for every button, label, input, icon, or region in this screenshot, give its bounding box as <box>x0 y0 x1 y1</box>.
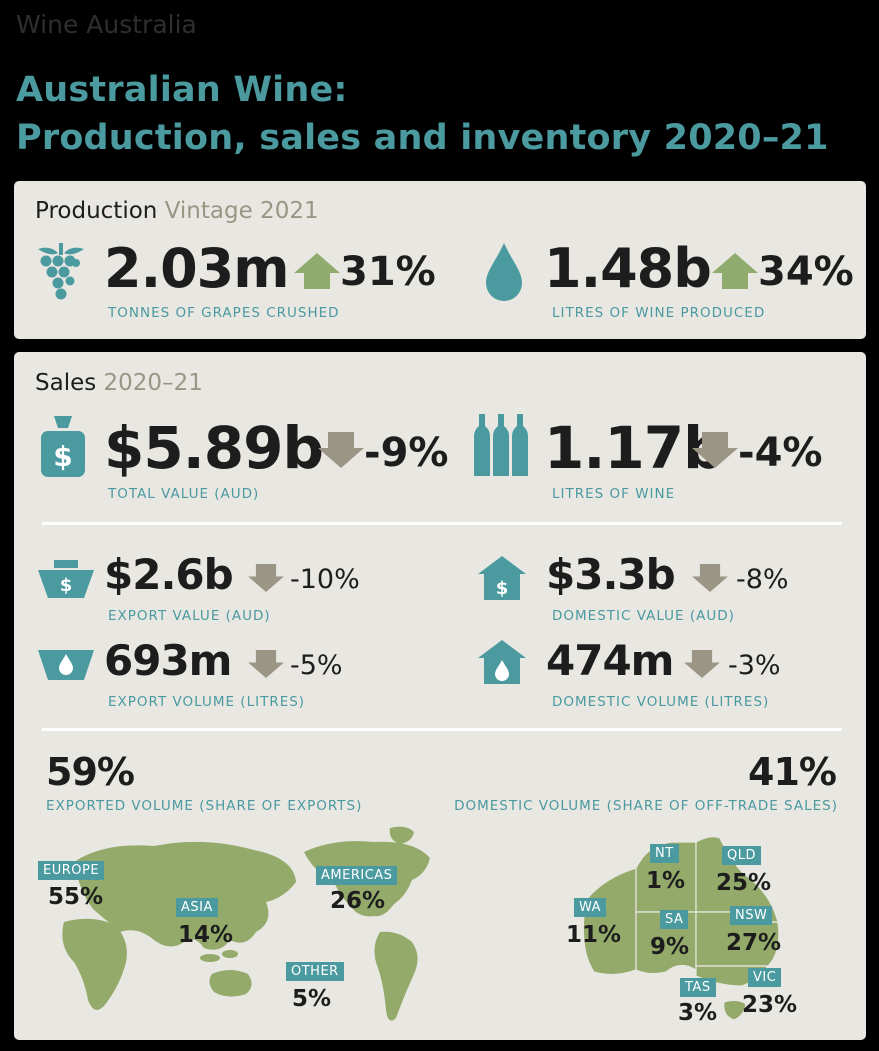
world-map <box>62 826 430 1021</box>
tag-europe: EUROPE <box>38 861 105 880</box>
svg-text:$: $ <box>496 578 509 599</box>
pct-europe: 55% <box>48 884 104 910</box>
arrow-up-icon <box>294 253 340 289</box>
production-title: Production <box>35 198 158 224</box>
domestic-share-pct: 41% <box>748 750 837 794</box>
wine-change: 34% <box>758 249 854 295</box>
tag-qld: QLD <box>722 846 761 865</box>
divider <box>42 728 842 731</box>
ship-droplet-icon <box>38 650 94 680</box>
wine-bottles-icon <box>474 414 528 476</box>
arrow-down-icon <box>692 564 728 592</box>
grapes-icon <box>38 243 84 300</box>
ship-dollar-icon: $ <box>38 560 94 598</box>
arrow-up-icon <box>712 253 758 289</box>
wine-caption: LITRES OF WINE PRODUCED <box>552 305 766 321</box>
total-volume-caption: LITRES OF WINE <box>552 486 676 502</box>
tag-nt: NT <box>650 844 679 863</box>
domestic-volume-change: -3% <box>728 650 781 681</box>
tag-asia: ASIA <box>176 898 218 917</box>
arrow-down-icon <box>692 432 738 468</box>
domestic-volume: 474m <box>546 636 674 685</box>
export-value-caption: EXPORT VALUE (AUD) <box>108 608 271 624</box>
arrow-down-icon <box>684 650 720 678</box>
total-volume-change: -4% <box>738 430 823 476</box>
exported-share-pct: 59% <box>46 750 135 794</box>
tag-americas: AMERICAS <box>316 866 398 885</box>
money-bag-icon: $ <box>41 416 85 477</box>
arrow-down-icon <box>248 650 284 678</box>
pct-sa: 9% <box>650 934 690 960</box>
pct-wa: 11% <box>566 922 622 948</box>
sales-card: Sales 2020–21 $ $5.89b -9% TOTAL VALUE (… <box>14 352 866 1040</box>
tag-tas: TAS <box>680 978 716 997</box>
pct-nt: 1% <box>646 868 686 894</box>
page-title-line1: Australian Wine: <box>16 70 348 110</box>
pct-qld: 25% <box>716 870 772 896</box>
exported-share-caption: EXPORTED VOLUME (SHARE OF EXPORTS) <box>46 798 363 814</box>
export-value-change: -10% <box>290 564 360 595</box>
production-heading: Production Vintage 2021 <box>35 198 319 224</box>
export-volume-caption: EXPORT VOLUME (LITRES) <box>108 694 306 710</box>
sales-title: Sales <box>35 370 97 396</box>
production-subtitle: Vintage 2021 <box>164 198 319 224</box>
total-value-caption: TOTAL VALUE (AUD) <box>108 486 260 502</box>
total-value: $5.89b <box>104 414 324 482</box>
export-volume-change: -5% <box>290 650 343 681</box>
domestic-value: $3.3b <box>546 550 676 599</box>
domestic-value-change: -8% <box>736 564 789 595</box>
pct-nsw: 27% <box>726 930 782 956</box>
svg-text:$: $ <box>60 575 73 596</box>
sales-subtitle: 2020–21 <box>103 370 203 396</box>
page-title-line2: Production, sales and inventory 2020–21 <box>16 118 829 158</box>
brand-name: Wine Australia <box>16 10 197 39</box>
pct-other: 5% <box>292 986 332 1012</box>
export-volume: 693m <box>104 636 232 685</box>
tag-other: OTHER <box>286 962 344 981</box>
pct-asia: 14% <box>178 922 234 948</box>
tag-vic: VIC <box>748 968 782 987</box>
arrow-down-icon <box>248 564 284 592</box>
domestic-value-caption: DOMESTIC VALUE (AUD) <box>552 608 735 624</box>
grapes-change: 31% <box>340 249 436 295</box>
tag-sa: SA <box>660 910 689 929</box>
grapes-caption: TONNES OF GRAPES CRUSHED <box>108 305 340 321</box>
wine-produced-value: 1.48b <box>544 237 712 300</box>
house-droplet-icon <box>478 640 526 684</box>
tag-wa: WA <box>574 898 607 917</box>
production-card: Production Vintage 2021 2.03m 31% TONNES… <box>14 181 866 339</box>
sales-heading: Sales 2020–21 <box>35 370 203 396</box>
domestic-share-caption: DOMESTIC VOLUME (SHARE OF OFF-TRADE SALE… <box>454 798 838 814</box>
droplet-icon <box>486 243 522 301</box>
arrow-down-icon <box>318 432 364 468</box>
total-value-change: -9% <box>364 430 449 476</box>
export-value: $2.6b <box>104 550 234 599</box>
domestic-volume-caption: DOMESTIC VOLUME (LITRES) <box>552 694 770 710</box>
house-dollar-icon: $ <box>478 556 526 600</box>
pct-tas: 3% <box>678 1000 718 1026</box>
grapes-crushed-value: 2.03m <box>104 237 290 300</box>
divider <box>42 522 842 525</box>
svg-text:$: $ <box>53 440 72 473</box>
pct-americas: 26% <box>330 888 386 914</box>
tag-nsw: NSW <box>730 906 773 925</box>
pct-vic: 23% <box>742 992 798 1018</box>
